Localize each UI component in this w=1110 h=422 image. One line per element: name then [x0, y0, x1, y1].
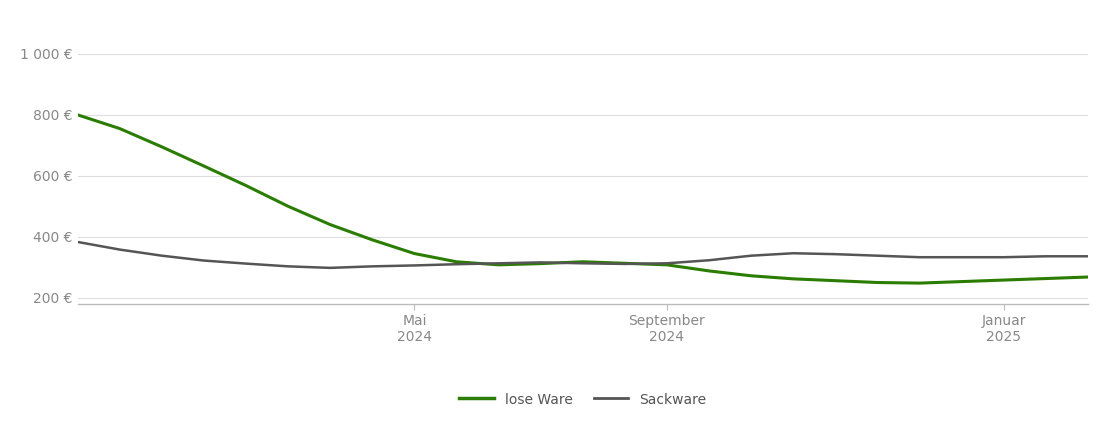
Legend: lose Ware, Sackware: lose Ware, Sackware	[454, 387, 712, 412]
